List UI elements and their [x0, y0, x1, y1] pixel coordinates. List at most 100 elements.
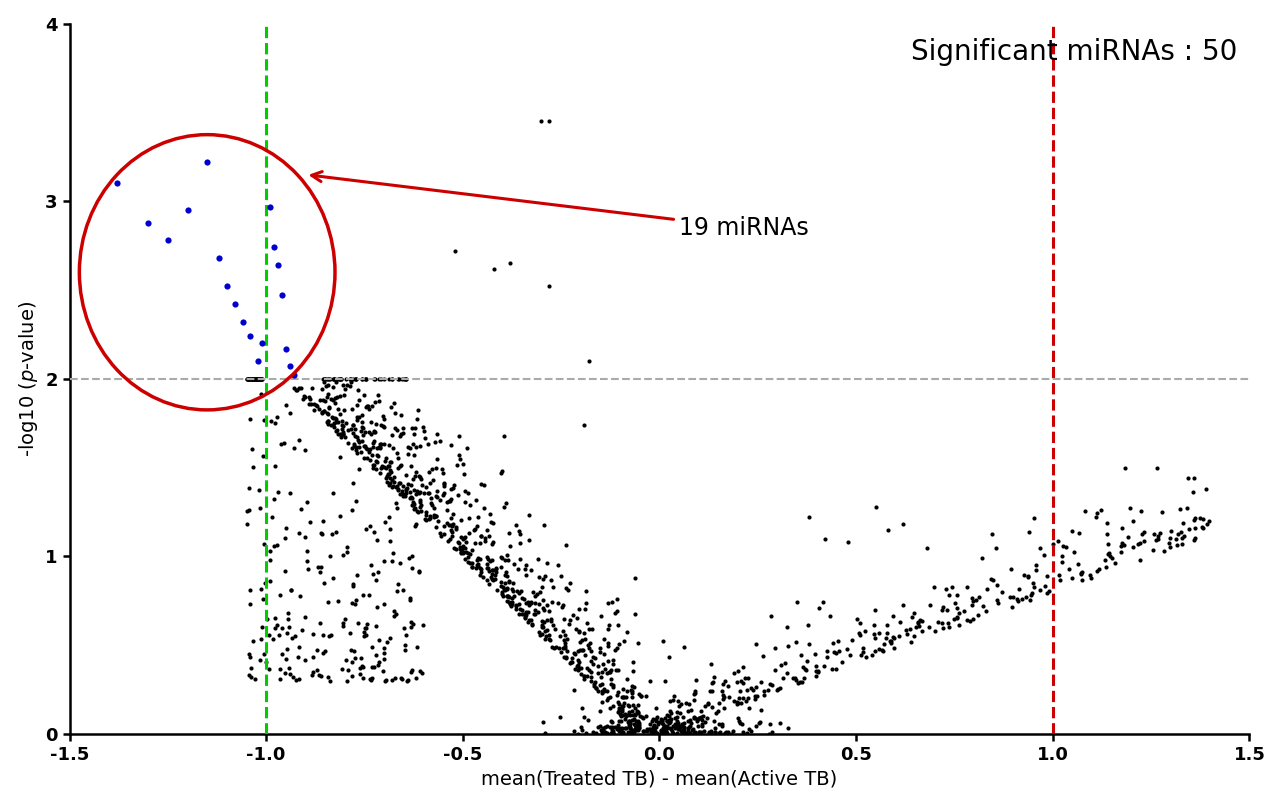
- Point: [679, 697, 700, 710]
- Point: [237, 373, 258, 386]
- Point: [390, 460, 410, 473]
- Point: [1064, 545, 1085, 558]
- Point: [446, 459, 467, 472]
- Point: [744, 683, 764, 696]
- Point: [323, 487, 344, 500]
- Point: [419, 512, 440, 525]
- Point: [474, 531, 495, 544]
- Point: [501, 598, 522, 611]
- Point: [562, 651, 582, 664]
- Point: [797, 654, 818, 667]
- Point: [1003, 590, 1023, 603]
- Point: [601, 727, 622, 740]
- Point: [391, 373, 412, 386]
- Point: [786, 674, 806, 687]
- Point: [533, 573, 554, 586]
- Point: [564, 647, 585, 660]
- Point: [714, 727, 735, 740]
- Point: [1133, 535, 1154, 548]
- Point: [272, 647, 292, 660]
- Point: [623, 726, 644, 739]
- Point: [383, 442, 404, 455]
- Point: [1192, 521, 1213, 534]
- Point: [535, 727, 555, 740]
- Point: [614, 721, 635, 734]
- Point: [470, 530, 491, 543]
- Point: [753, 649, 773, 662]
- Point: [532, 620, 553, 633]
- Point: [660, 712, 681, 725]
- Point: [372, 460, 392, 473]
- Point: [533, 616, 554, 629]
- Point: [642, 720, 663, 733]
- Point: [792, 661, 813, 674]
- Point: [590, 704, 610, 717]
- Point: [727, 696, 747, 708]
- Point: [379, 510, 400, 523]
- Point: [572, 724, 592, 737]
- Point: [759, 677, 779, 690]
- Point: [1185, 532, 1205, 545]
- Point: [510, 584, 531, 597]
- Point: [822, 663, 842, 675]
- Point: [919, 621, 940, 634]
- Point: [315, 373, 336, 386]
- Point: [1033, 549, 1054, 562]
- Point: [762, 610, 782, 623]
- Point: [336, 417, 356, 430]
- Point: [446, 543, 467, 556]
- Point: [358, 400, 378, 413]
- Point: [603, 654, 623, 667]
- Point: [767, 683, 787, 696]
- Point: [387, 484, 408, 497]
- Point: [909, 620, 929, 633]
- Point: [329, 510, 350, 522]
- Point: [496, 496, 517, 509]
- Point: [274, 437, 295, 450]
- Point: [1001, 563, 1022, 576]
- Point: [441, 520, 462, 533]
- Point: [344, 578, 364, 591]
- Point: [328, 427, 349, 440]
- Point: [620, 716, 641, 729]
- Point: [620, 720, 641, 733]
- Point: [728, 696, 749, 709]
- Point: [529, 626, 550, 639]
- Point: [405, 441, 426, 454]
- Point: [314, 405, 335, 418]
- Point: [864, 618, 885, 631]
- Point: [849, 627, 869, 640]
- Point: [551, 601, 572, 613]
- Point: [612, 691, 632, 704]
- Point: [940, 621, 960, 634]
- Point: [559, 617, 579, 630]
- Point: [342, 655, 363, 668]
- Point: [408, 412, 428, 425]
- Point: [595, 727, 615, 740]
- Point: [654, 727, 674, 740]
- Point: [319, 675, 340, 687]
- Point: [351, 652, 372, 665]
- Point: [276, 342, 296, 355]
- Point: [541, 614, 562, 627]
- Point: [713, 678, 733, 691]
- Point: [450, 547, 470, 559]
- Point: [681, 716, 701, 729]
- Point: [664, 690, 685, 703]
- Point: [1001, 601, 1022, 613]
- Point: [241, 662, 262, 675]
- Point: [241, 671, 262, 684]
- Point: [701, 724, 722, 737]
- Point: [383, 476, 404, 489]
- Point: [326, 425, 346, 438]
- Point: [246, 373, 267, 386]
- Point: [462, 560, 482, 573]
- Point: [478, 577, 499, 590]
- Point: [926, 625, 946, 638]
- Point: [603, 700, 623, 712]
- Point: [606, 722, 627, 735]
- Point: [908, 616, 928, 629]
- Point: [623, 717, 644, 730]
- Point: [917, 541, 937, 554]
- Point: [969, 590, 990, 603]
